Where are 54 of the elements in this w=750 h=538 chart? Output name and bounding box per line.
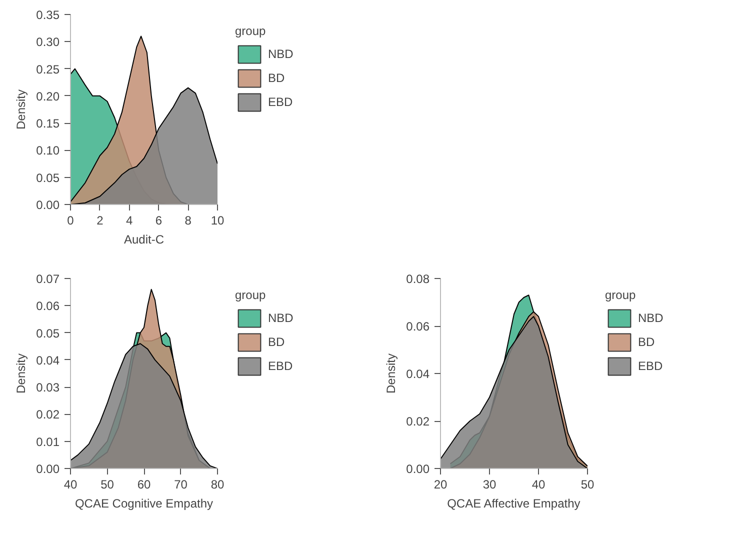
y-tick-label: 0.20 bbox=[36, 89, 60, 104]
y-tick-label: 0.10 bbox=[36, 144, 60, 158]
y-tick-label: 0.01 bbox=[36, 434, 60, 449]
legend-title: group bbox=[605, 288, 637, 302]
y-tick-label: 0.06 bbox=[406, 320, 430, 334]
legend-title: group bbox=[235, 288, 267, 302]
y-axis-title: Density bbox=[14, 353, 28, 394]
y-tick-label: 0.06 bbox=[36, 299, 60, 314]
y-tick-label: 0.02 bbox=[406, 414, 430, 428]
legend-label: EBD bbox=[268, 95, 293, 109]
y-tick-label: 0.07 bbox=[36, 272, 60, 286]
x-tick-label: 20 bbox=[434, 478, 448, 492]
legend-label: NBD bbox=[268, 47, 294, 61]
x-tick-label: 40 bbox=[64, 478, 78, 492]
x-tick-label: 0 bbox=[67, 214, 74, 228]
y-tick-label: 0.05 bbox=[36, 170, 60, 185]
legend-label: EBD bbox=[638, 359, 663, 373]
x-tick-label: 50 bbox=[580, 478, 594, 492]
y-tick-label: 0.05 bbox=[36, 326, 60, 340]
x-tick-label: 2 bbox=[96, 214, 104, 228]
text: BD bbox=[268, 335, 286, 349]
x-tick-label: 10 bbox=[210, 214, 224, 228]
y-tick-label: 0.08 bbox=[406, 272, 430, 286]
legend-label: EBD bbox=[268, 359, 293, 373]
text: NBD bbox=[268, 311, 294, 325]
y-tick-label: 0.25 bbox=[36, 62, 60, 76]
y-tick-label: 0.00 bbox=[36, 198, 60, 212]
y-tick-label: 0.04 bbox=[36, 353, 60, 368]
legend-label: BD bbox=[268, 71, 286, 85]
x-axis-title: QCAE Affective Empathy bbox=[447, 496, 580, 510]
y-tick-label: 0.02 bbox=[36, 408, 60, 422]
x-tick-label: 40 bbox=[532, 478, 546, 492]
x-tick-label: 70 bbox=[174, 478, 188, 492]
x-tick-label: 6 bbox=[155, 214, 162, 228]
x-tick-label: 4 bbox=[126, 214, 133, 228]
y-tick-label: 0.30 bbox=[36, 35, 60, 50]
x-tick-label: 60 bbox=[137, 478, 151, 492]
x-tick-label: 30 bbox=[482, 478, 496, 492]
y-axis-title: Density bbox=[14, 89, 28, 130]
legend-label: NBD bbox=[638, 311, 664, 325]
y-tick-label: 0.35 bbox=[36, 8, 60, 22]
y-tick-label: 0.04 bbox=[406, 367, 430, 381]
x-tick-label: 80 bbox=[210, 478, 224, 492]
y-tick-label: 0.15 bbox=[36, 116, 60, 131]
y-tick-label: 0.00 bbox=[406, 462, 430, 476]
x-axis-title: Audit-C bbox=[124, 232, 164, 246]
x-axis-title: QCAE Cognitive Empathy bbox=[74, 496, 214, 510]
x-tick-label: 50 bbox=[100, 478, 114, 492]
legend-title: group bbox=[235, 24, 267, 38]
y-axis-title: Density bbox=[384, 353, 398, 394]
x-tick-label: 8 bbox=[184, 214, 192, 228]
y-tick-label: 0.03 bbox=[36, 380, 60, 395]
legend-label: BD bbox=[638, 335, 656, 349]
y-tick-label: 0.00 bbox=[36, 462, 60, 476]
